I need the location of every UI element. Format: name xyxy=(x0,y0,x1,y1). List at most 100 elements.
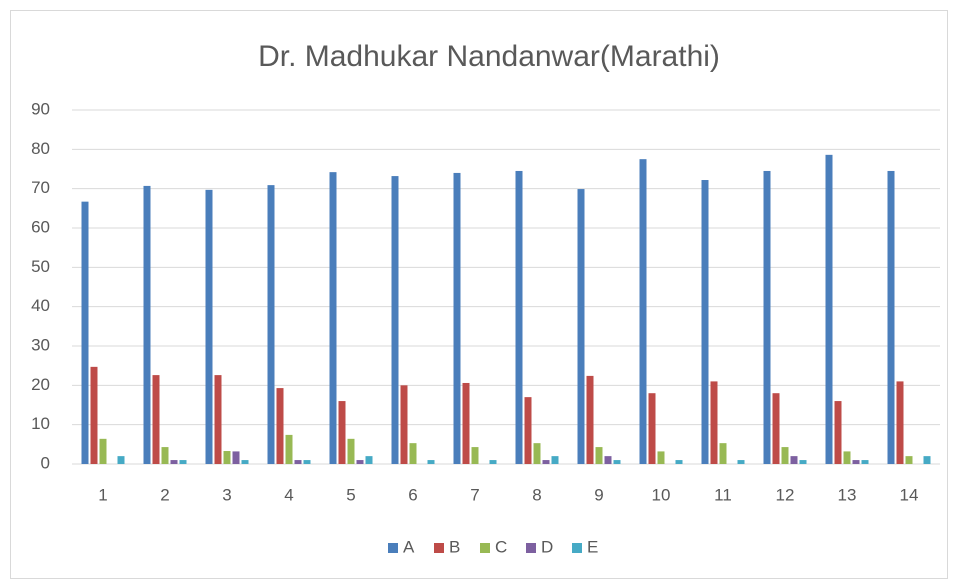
bar xyxy=(285,434,293,464)
legend-swatch xyxy=(572,543,582,553)
bar xyxy=(790,456,798,464)
bar xyxy=(515,170,523,464)
legend-label: E xyxy=(587,537,598,556)
y-tick-label: 30 xyxy=(31,335,50,354)
bar xyxy=(400,385,408,464)
bar xyxy=(338,401,346,464)
x-tick-label: 13 xyxy=(838,485,857,504)
bar xyxy=(294,460,302,464)
chart-title: Dr. Madhukar Nandanwar(Marathi) xyxy=(258,40,720,73)
bar xyxy=(861,460,869,464)
y-tick-label: 80 xyxy=(31,139,50,158)
bar xyxy=(533,443,541,464)
bar xyxy=(772,393,780,464)
bar xyxy=(241,460,249,464)
y-tick-label: 50 xyxy=(31,257,50,276)
legend-label: A xyxy=(403,537,415,556)
bar xyxy=(99,438,107,464)
y-tick-label: 20 xyxy=(31,375,50,394)
bar xyxy=(205,189,213,464)
bar xyxy=(489,460,497,464)
bar xyxy=(179,460,187,464)
bar xyxy=(170,460,178,464)
bar xyxy=(276,388,284,464)
x-tick-label: 3 xyxy=(222,485,231,504)
y-tick-label: 60 xyxy=(31,217,50,236)
x-tick-label: 6 xyxy=(408,485,417,504)
bar xyxy=(427,460,435,464)
bar xyxy=(303,460,311,464)
chart-frame xyxy=(10,10,948,579)
legend-label: C xyxy=(495,537,507,556)
bar xyxy=(905,456,913,464)
bar xyxy=(542,460,550,464)
bar xyxy=(232,451,240,464)
bar xyxy=(710,381,718,464)
bar xyxy=(604,456,612,464)
x-tick-label: 1 xyxy=(98,485,107,504)
y-tick-label: 70 xyxy=(31,178,50,197)
bar xyxy=(595,447,603,464)
bar xyxy=(896,381,904,464)
bar xyxy=(799,460,807,464)
bar xyxy=(551,456,559,464)
x-tick-label: 9 xyxy=(594,485,603,504)
x-tick-label: 7 xyxy=(470,485,479,504)
x-tick-label: 5 xyxy=(346,485,355,504)
y-tick-label: 40 xyxy=(31,296,50,315)
bar xyxy=(613,460,621,464)
bar xyxy=(701,180,709,464)
bar xyxy=(825,154,833,464)
bar xyxy=(923,456,931,464)
x-tick-label: 12 xyxy=(776,485,795,504)
x-tick-label: 8 xyxy=(532,485,541,504)
y-tick-label: 0 xyxy=(41,453,50,472)
legend-swatch xyxy=(388,543,398,553)
x-tick-label: 10 xyxy=(652,485,671,504)
bar xyxy=(586,375,594,464)
bar xyxy=(737,460,745,464)
bar xyxy=(462,382,470,464)
bar xyxy=(887,170,895,464)
bar xyxy=(81,201,89,464)
bar xyxy=(577,189,585,464)
y-tick-label: 10 xyxy=(31,414,50,433)
bar xyxy=(391,176,399,464)
bar xyxy=(852,460,860,464)
x-tick-label: 11 xyxy=(714,485,732,504)
bar xyxy=(152,375,160,464)
bar xyxy=(471,447,479,464)
bar xyxy=(453,172,461,464)
bar xyxy=(214,375,222,464)
bar xyxy=(365,456,373,464)
bar xyxy=(781,447,789,464)
legend-swatch xyxy=(434,543,444,553)
bar xyxy=(143,185,151,464)
x-tick-label: 4 xyxy=(284,485,293,504)
y-tick-label: 90 xyxy=(31,99,50,118)
bar xyxy=(675,460,683,464)
bar xyxy=(356,460,364,464)
bar xyxy=(719,443,727,464)
bar xyxy=(161,447,169,464)
legend-label: D xyxy=(541,537,553,556)
bar xyxy=(347,438,355,464)
bar xyxy=(639,159,647,464)
bar xyxy=(267,185,275,465)
legend-swatch xyxy=(526,543,536,553)
bar xyxy=(223,451,231,464)
bar xyxy=(524,397,532,464)
bar xyxy=(117,456,125,464)
legend-swatch xyxy=(480,543,490,553)
bar xyxy=(834,401,842,464)
bar xyxy=(90,366,98,464)
bar xyxy=(409,443,417,464)
bar xyxy=(843,451,851,464)
legend-label: B xyxy=(449,537,460,556)
x-tick-label: 14 xyxy=(900,485,919,504)
bar xyxy=(763,170,771,464)
bar xyxy=(329,172,337,464)
bar xyxy=(648,393,656,464)
x-tick-label: 2 xyxy=(160,485,169,504)
